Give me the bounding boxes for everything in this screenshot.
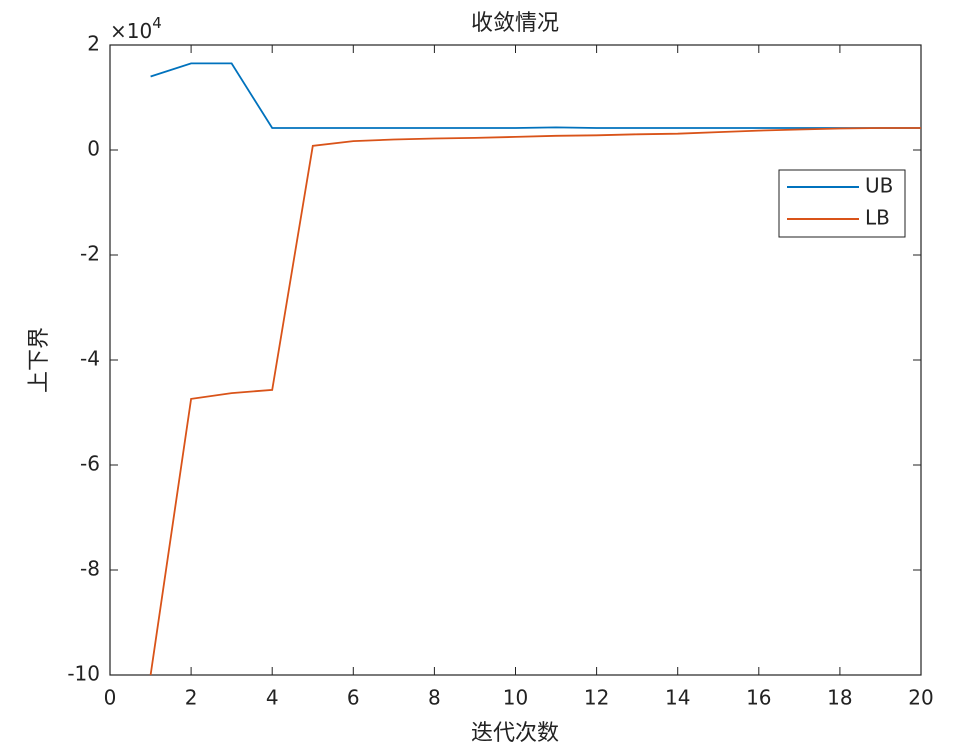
x-tick-label: 0 bbox=[104, 686, 117, 710]
legend-label: LB bbox=[865, 206, 890, 230]
x-tick-label: 12 bbox=[584, 686, 609, 710]
chart-title: 收敛情况 bbox=[471, 11, 559, 36]
x-tick-label: 10 bbox=[503, 686, 528, 710]
x-tick-label: 4 bbox=[266, 686, 279, 710]
x-tick-label: 2 bbox=[185, 686, 198, 710]
x-tick-label: 14 bbox=[665, 686, 690, 710]
y-tick-label: -4 bbox=[80, 347, 100, 371]
y-tick-label: -8 bbox=[80, 557, 100, 581]
y-multiplier: ×104 bbox=[110, 14, 162, 43]
x-tick-label: 6 bbox=[347, 686, 360, 710]
y-multiplier-base: ×10 bbox=[110, 19, 152, 43]
series-line bbox=[149, 127, 921, 676]
y-tick-label: 0 bbox=[87, 137, 100, 161]
x-tick-label: 20 bbox=[908, 686, 933, 710]
y-axis-label: 上下界 bbox=[27, 327, 52, 393]
y-tick-label: 2 bbox=[87, 32, 100, 56]
x-tick-label: 18 bbox=[827, 686, 852, 710]
x-tick-label: 8 bbox=[428, 686, 441, 710]
x-axis-label: 迭代次数 bbox=[471, 721, 559, 746]
y-tick-label: -6 bbox=[80, 452, 100, 476]
x-tick-label: 16 bbox=[746, 686, 771, 710]
y-multiplier-exponent: 4 bbox=[152, 14, 162, 32]
plot-frame bbox=[109, 44, 922, 676]
legend-box bbox=[778, 169, 906, 238]
series-line bbox=[150, 62, 921, 129]
y-tick-label: -2 bbox=[80, 242, 100, 266]
y-tick-label: -10 bbox=[67, 662, 100, 686]
legend-label: UB bbox=[865, 174, 893, 198]
legend: UB LB bbox=[778, 169, 906, 238]
